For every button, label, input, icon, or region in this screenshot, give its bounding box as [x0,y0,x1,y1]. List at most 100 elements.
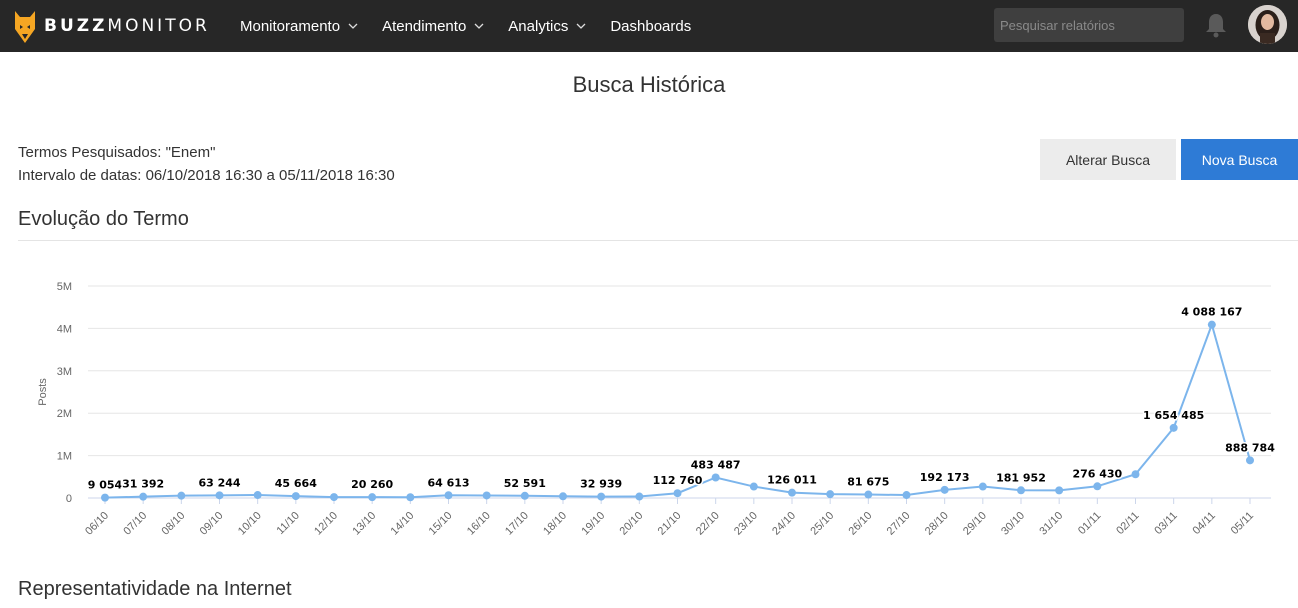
data-label: 483 487 [691,459,741,472]
y-axis-label: Posts [37,378,49,406]
data-label: 276 430 [1072,467,1122,480]
x-tick-label: 22/10 [694,510,722,538]
data-label: 52 591 [504,477,546,490]
data-label: 9 054 [88,479,123,492]
data-label: 32 939 [580,478,622,491]
data-point [826,490,835,499]
top-navbar: BUZZMONITOR Monitoramento Atendimento An… [0,0,1298,52]
data-point [559,492,567,501]
data-point [597,492,606,501]
search-terms: Termos Pesquisados: "Enem" [18,144,216,161]
x-tick-label: 12/10 [312,510,340,538]
x-tick-label: 28/10 [923,510,951,538]
x-tick-label: 09/10 [198,510,226,538]
x-tick-label: 31/10 [1037,510,1065,538]
x-tick-label: 01/11 [1076,510,1103,537]
data-label: 112 760 [653,474,703,487]
data-label: 64 613 [427,476,469,489]
y-tick-label: 1M [57,451,72,463]
data-point [711,473,720,482]
data-point [406,493,415,502]
data-point [788,488,796,497]
data-point [1131,470,1140,479]
section-title-representativity: Representatividade na Internet [18,578,292,600]
nav-item-analytics[interactable]: Analytics [508,18,586,35]
data-point [177,491,186,500]
x-tick-label: 20/10 [618,510,646,538]
x-tick-label: 11/10 [275,510,302,537]
x-tick-label: 21/10 [656,510,684,538]
nav-item-label: Monitoramento [240,17,341,35]
brand-logo[interactable]: BUZZMONITOR [14,7,210,45]
nav-item-label: Analytics [508,17,569,35]
data-label: 31 392 [122,478,164,491]
data-point [482,491,491,500]
data-point [1207,320,1216,329]
search-meta: Termos Pesquisados: "Enem" Intervalo de … [18,141,395,187]
chevron-down-icon [348,23,358,29]
data-point [444,491,453,500]
data-point [1055,486,1064,495]
data-point [1093,482,1102,491]
x-tick-label: 10/10 [236,510,264,538]
x-tick-label: 07/10 [121,510,149,538]
y-tick-label: 3M [57,366,72,378]
x-tick-label: 29/10 [961,510,989,538]
data-point [101,493,109,502]
x-tick-label: 27/10 [885,510,913,538]
evolution-line-chart: 0 1M 2M 3M 4M 5M Posts 06/10 07/10 08/10 09/10 10/1… [37,281,1277,538]
x-tick-label: 05/11 [1229,510,1256,537]
data-point [749,482,758,491]
x-tick-label: 30/10 [999,510,1027,538]
alter-search-button[interactable]: Alterar Busca [1040,139,1176,180]
new-search-button[interactable]: Nova Busca [1181,139,1298,180]
page-title: Busca Histórica [572,72,726,97]
nav-item-dashboards[interactable]: Dashboards [610,18,691,35]
chevron-down-icon [576,23,586,29]
x-tick-label: 04/11 [1191,510,1218,537]
search-input[interactable] [994,8,1184,42]
main-nav: Monitoramento Atendimento Analytics Dash… [240,0,715,52]
data-point [902,491,911,500]
x-tick-label: 03/11 [1152,510,1179,537]
user-avatar[interactable] [1248,5,1287,44]
avatar-image [1248,5,1287,44]
data-point [635,492,644,501]
data-label: 45 664 [275,477,317,490]
y-tick-label: 2M [57,408,72,420]
x-tick-label: 15/10 [427,510,455,538]
data-point [520,491,529,500]
data-point [139,492,148,501]
data-point [1017,486,1025,495]
data-point [291,492,300,501]
x-tick-label: 17/10 [503,510,531,538]
data-label: 192 173 [920,471,970,484]
x-tick-label: 02/11 [1114,510,1141,537]
bell-icon[interactable] [1204,12,1228,38]
nav-item-monitoramento[interactable]: Monitoramento [240,18,358,35]
x-tick-label: 18/10 [541,510,569,538]
x-tick-label: 25/10 [808,510,836,538]
x-tick-label: 14/10 [389,510,417,538]
data-point [368,493,377,502]
data-label: 181 952 [996,471,1046,484]
data-label: 1 654 485 [1143,409,1204,422]
data-point [1246,456,1254,465]
data-point [330,493,338,502]
nav-item-atendimento[interactable]: Atendimento [382,18,484,35]
data-label: 888 784 [1225,441,1275,454]
data-point [1169,423,1178,432]
data-label: 4 088 167 [1181,306,1242,319]
x-tick-label: 08/10 [160,510,188,538]
section-divider [18,240,1298,241]
chevron-down-icon [474,23,484,29]
nav-item-label: Dashboards [610,17,692,35]
data-point [940,485,949,494]
data-point [673,489,682,498]
data-label: 81 675 [847,476,889,489]
data-point [215,491,224,500]
fox-logo-icon [15,11,35,43]
x-tick-label: 13/10 [350,510,378,538]
x-tick-label: 23/10 [732,510,760,538]
date-range: Intervalo de datas: 06/10/2018 16:30 a 0… [18,167,395,184]
